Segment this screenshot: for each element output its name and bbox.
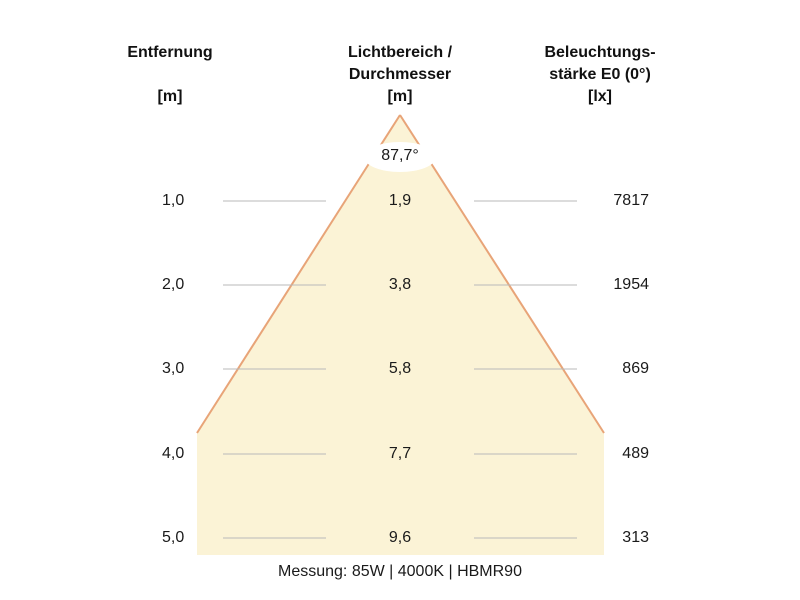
diameter-value: 3,8	[388, 276, 412, 293]
diameter-value: 5,8	[388, 360, 412, 377]
header-distance: Entfernung [m]	[110, 42, 230, 108]
illuminance-value: 7817	[613, 192, 649, 209]
distance-value: 1,0	[162, 192, 185, 209]
illuminance-value: 489	[622, 445, 649, 462]
header-distance-unit: [m]	[157, 88, 183, 105]
diameter-value: 9,6	[388, 529, 412, 546]
beam-edge-right	[399, 114, 605, 434]
header-illuminance-unit: [lx]	[588, 88, 612, 105]
beam-cone-fill	[197, 115, 604, 555]
header-diameter-label-1: Lichtbereich /	[347, 44, 453, 61]
beam-angle-label-background	[364, 142, 436, 172]
distance-value: 2,0	[162, 276, 185, 293]
measurement-footer: Messung: 85W | 4000K | HBMR90	[278, 563, 522, 580]
header-diameter: Lichtbereich / Durchmesser [m]	[330, 42, 470, 108]
beam-angle-label: 87,7°	[381, 147, 419, 164]
beam-edge-left	[196, 114, 401, 434]
illuminance-value: 1954	[613, 276, 649, 293]
illuminance-value: 313	[622, 529, 649, 546]
header-illuminance: Beleuchtungs- stärke E0 (0°) [lx]	[525, 42, 675, 108]
distance-value: 5,0	[162, 529, 185, 546]
distance-value: 3,0	[162, 360, 185, 377]
header-illuminance-label-2: stärke E0 (0°)	[549, 66, 651, 83]
header-illuminance-label-1: Beleuchtungs-	[544, 44, 656, 61]
header-distance-label: Entfernung	[127, 44, 213, 61]
header-diameter-label-2: Durchmesser	[348, 66, 452, 83]
illuminance-value: 869	[622, 360, 649, 377]
header-diameter-unit: [m]	[387, 88, 413, 105]
distance-value: 4,0	[162, 445, 185, 462]
diameter-value: 1,9	[388, 192, 412, 209]
diameter-value: 7,7	[388, 445, 412, 462]
